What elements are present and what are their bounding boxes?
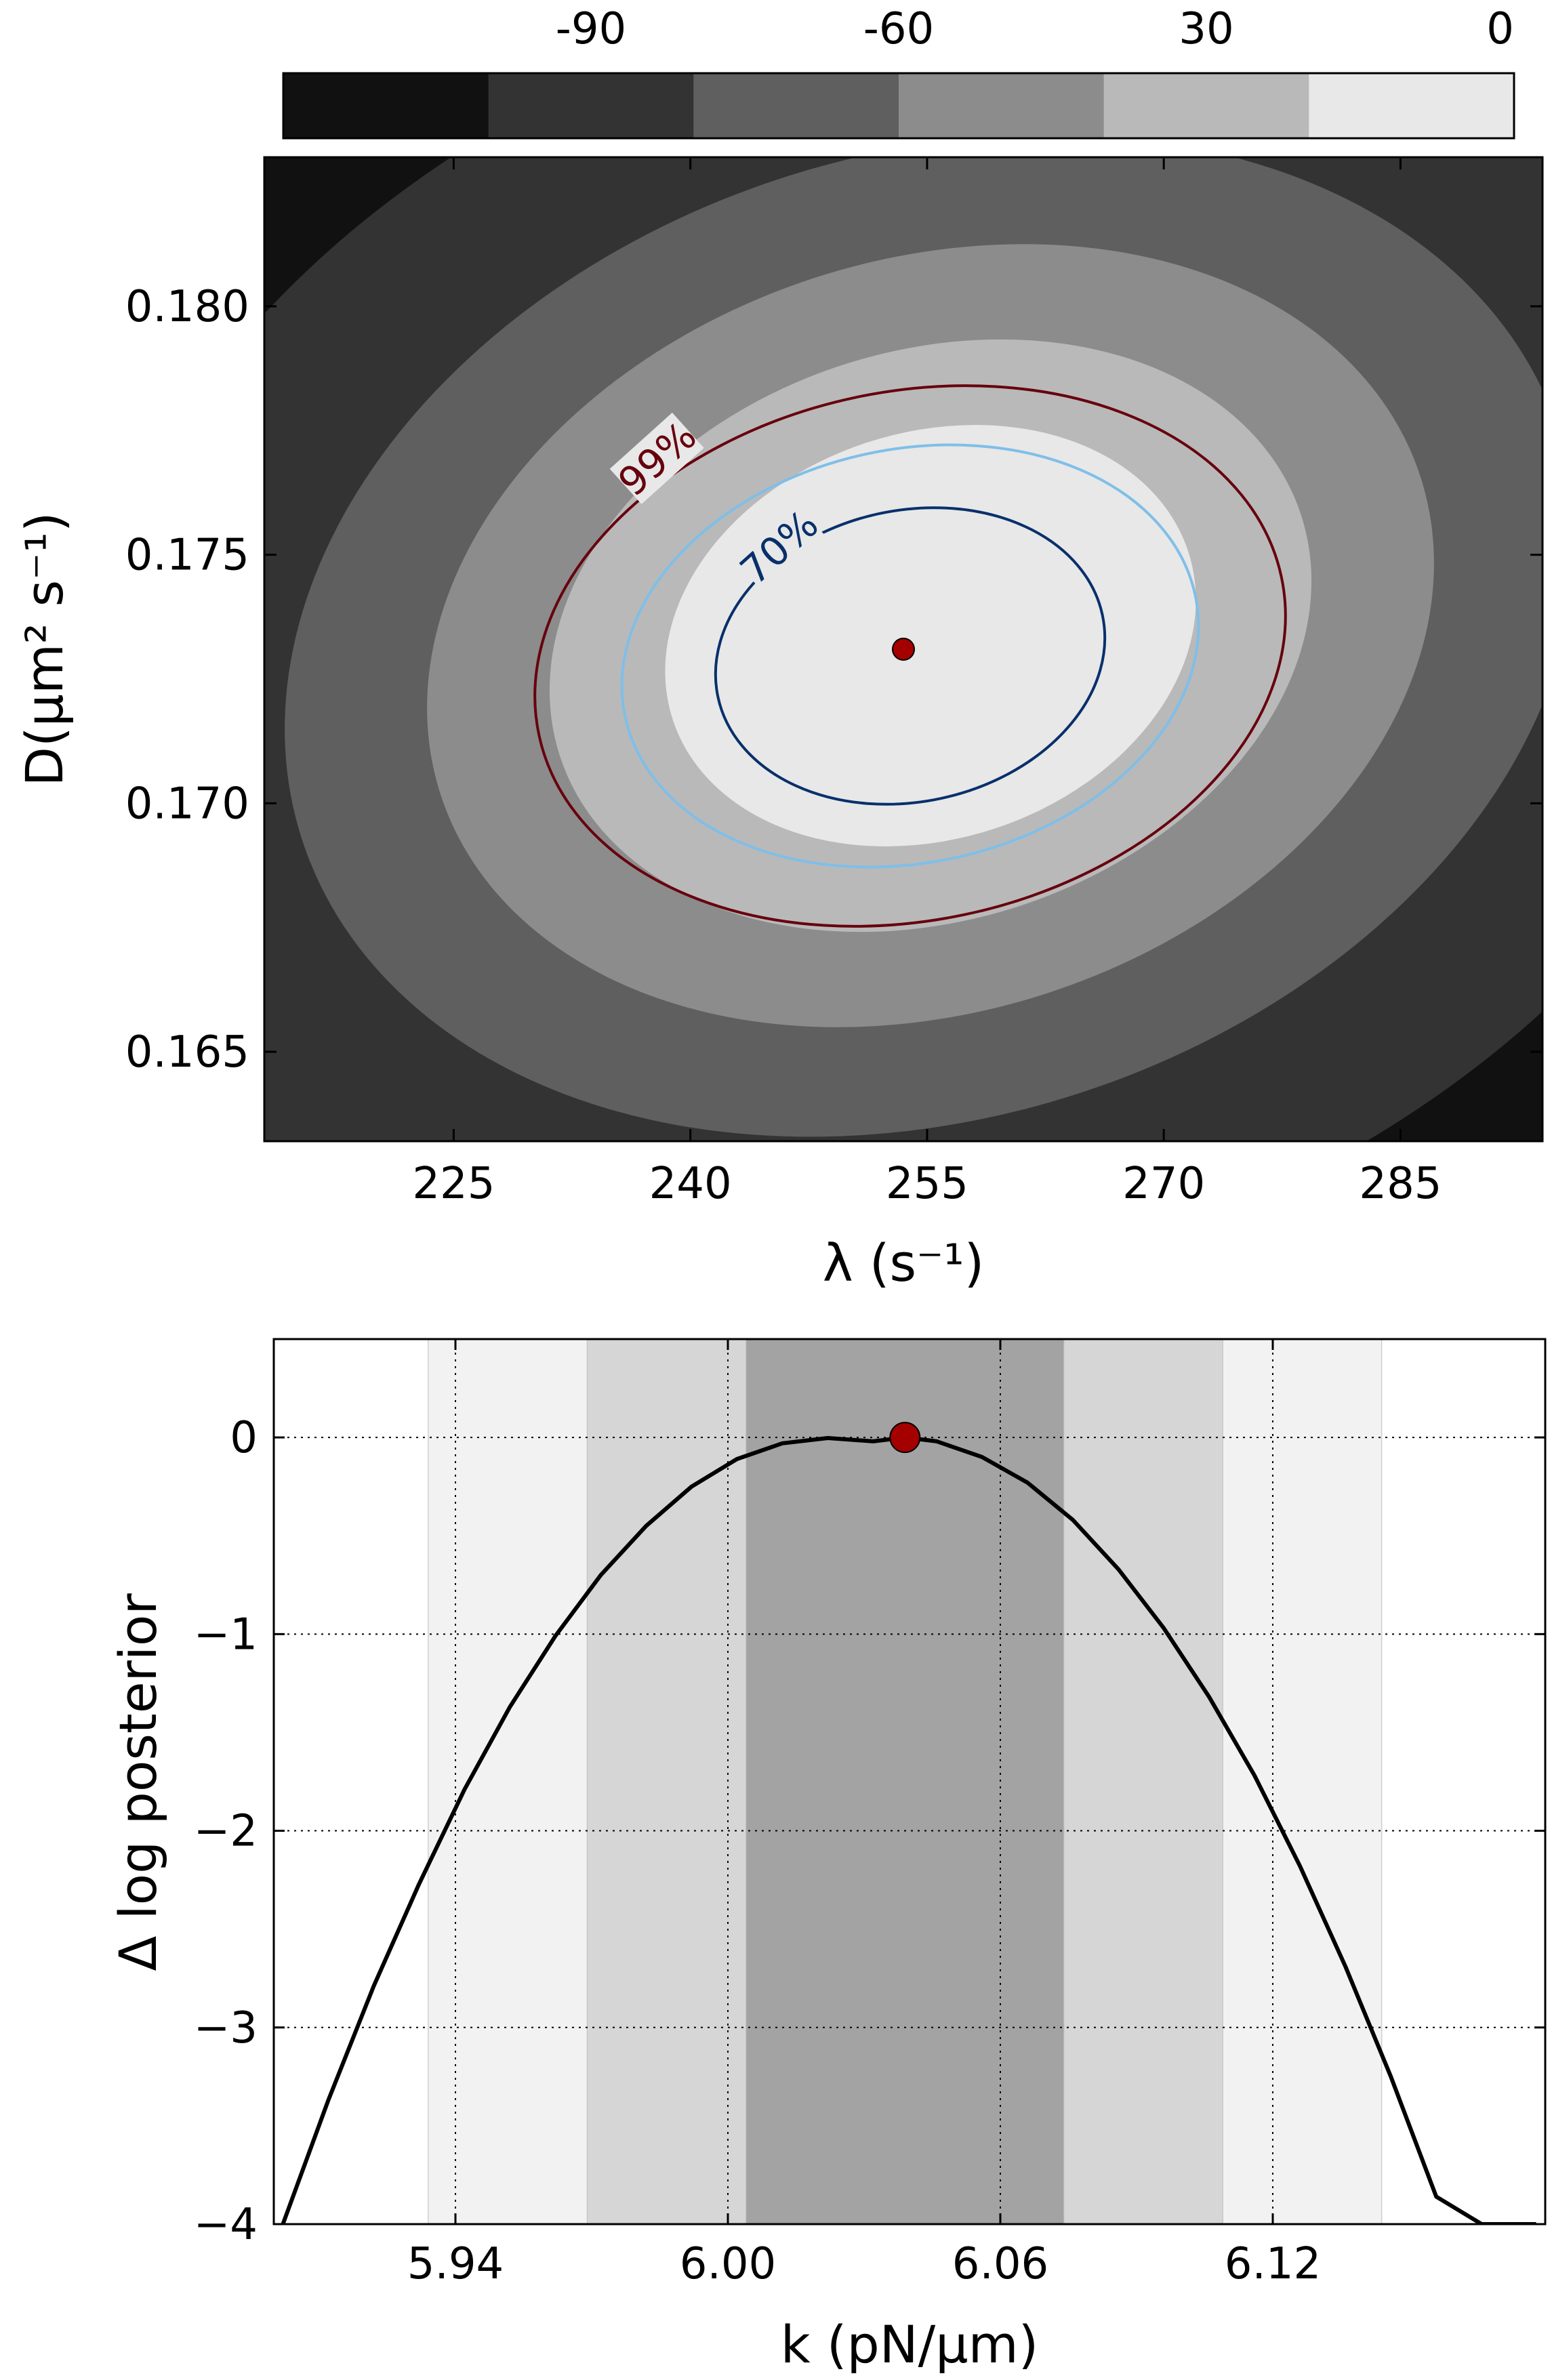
profile-plot-frame — [272, 1338, 1547, 2225]
x-tick-label: 6.06 — [952, 2239, 1049, 2289]
colorbar-segment — [1309, 73, 1515, 138]
x-tick-label: 225 — [412, 1159, 495, 1209]
contour-x-ticks: 225 240 255 270 285 — [412, 157, 1442, 1209]
credible-contour-line — [620, 443, 1200, 869]
y-tick-label: −3 — [194, 2003, 258, 2053]
x-tick-label: 5.94 — [407, 2239, 504, 2289]
colorbar-frame — [282, 72, 1515, 140]
contour-y-axis-label: D(μm² s⁻¹) — [14, 512, 75, 786]
y-tick-label: 0.170 — [125, 779, 249, 829]
colorbar: -90 -60 30 0 — [282, 4, 1515, 140]
contour-x-axis-label: λ (s⁻¹) — [823, 1233, 985, 1293]
contour-fill — [264, 157, 1543, 1141]
y-tick-label: −4 — [194, 2200, 258, 2250]
credible-band — [746, 1339, 1065, 2224]
profile-x-axis-label: k (pN/μm) — [781, 2314, 1039, 2375]
maximum-point — [889, 1422, 921, 1454]
colorbar-tick-label: -60 — [863, 4, 935, 54]
colorbar-segment — [899, 73, 1105, 138]
colorbar-tick-label: 30 — [1179, 4, 1233, 54]
grid-lines — [274, 1339, 1545, 2224]
contour-y-ticks: 0.165 0.170 0.175 0.180 — [125, 282, 1543, 1078]
credible-contour-line — [714, 506, 1107, 806]
x-tick-label: 285 — [1359, 1159, 1442, 1209]
contour-plot-frame — [263, 156, 1544, 1143]
colorbar-segment — [283, 73, 489, 138]
y-tick-label: −1 — [194, 1609, 258, 1660]
x-tick-label: 240 — [649, 1159, 732, 1209]
x-tick-label: 255 — [886, 1159, 968, 1209]
contour-plot: 225 240 255 270 285 0.165 0.170 0.175 0.180 λ (… — [14, 156, 1544, 1293]
y-tick-label: 0.180 — [125, 282, 249, 332]
profile-x-ticks: 5.94 6.00 6.06 6.12 — [407, 1339, 1322, 2289]
credible-contour-line — [533, 384, 1287, 928]
y-tick-label: 0 — [230, 1413, 258, 1463]
profile-y-axis-label: Δ log posterior — [108, 1593, 168, 1971]
profile-line — [281, 1435, 1536, 2224]
x-tick-label: 6.00 — [680, 2239, 777, 2289]
credible-contours — [533, 384, 1287, 928]
colorbar-segment — [693, 73, 899, 138]
profile-plot: 5.94 6.00 6.06 6.12 0 −1 −2 −3 −4 k (pN/μm) Δ l… — [108, 1338, 1547, 2375]
colorbar-segment — [1103, 73, 1309, 138]
colorbar-tick-label: -90 — [556, 4, 627, 54]
x-tick-label: 270 — [1122, 1159, 1205, 1209]
profile-y-ticks: 0 −1 −2 −3 −4 — [194, 1413, 1545, 2250]
contour-label-background — [609, 412, 704, 504]
maximum-point — [892, 638, 915, 661]
y-tick-label: 0.165 — [125, 1027, 249, 1078]
y-tick-label: 0.175 — [125, 531, 249, 581]
colorbar-tick-label: 0 — [1486, 4, 1514, 54]
y-tick-label: −2 — [194, 1807, 258, 1857]
contour-label-background — [731, 501, 826, 593]
credible-bands — [428, 1339, 1383, 2224]
colorbar-segment — [488, 73, 694, 138]
x-tick-label: 6.12 — [1225, 2239, 1322, 2289]
profile-curve — [281, 1422, 1536, 2224]
